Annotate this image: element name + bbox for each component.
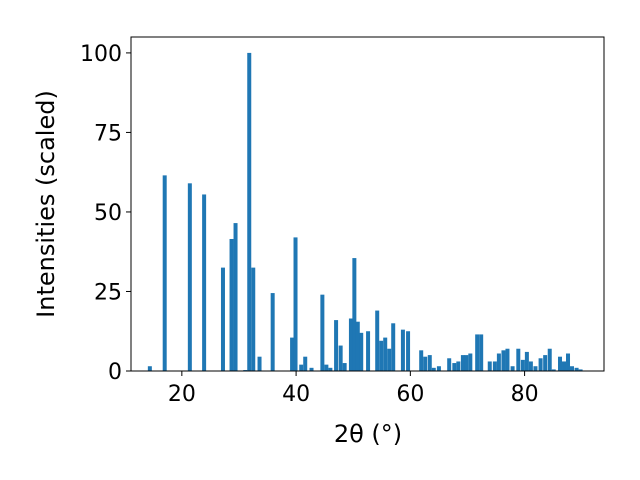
bar (551, 369, 556, 371)
bar (320, 294, 325, 371)
bar (379, 340, 384, 371)
bar (501, 350, 506, 371)
bar (334, 320, 339, 371)
bar (460, 355, 465, 371)
bar (229, 238, 234, 371)
y-tick-label: 0 (108, 360, 122, 385)
bar (270, 293, 275, 371)
bar (251, 267, 256, 371)
bar (233, 223, 238, 371)
bar (487, 361, 492, 371)
y-tick-label: 75 (94, 121, 122, 146)
bar (162, 175, 167, 371)
y-axis-label: Intensities (scaled) (32, 90, 60, 318)
bar (355, 321, 360, 371)
x-axis-ticks: 20 40 60 80 (168, 371, 539, 407)
x-axis-label: 2θ (°) (334, 420, 402, 448)
bars-layer (147, 52, 583, 372)
bar (247, 52, 252, 372)
bar (578, 369, 583, 371)
bar (496, 353, 501, 371)
bar (427, 355, 432, 371)
bar (468, 353, 473, 371)
bar (290, 337, 295, 371)
x-tick-label: 60 (396, 382, 424, 407)
bar (528, 361, 533, 371)
bar (479, 334, 484, 371)
bar (387, 348, 392, 371)
bar (257, 356, 262, 371)
bar (359, 332, 364, 371)
bar (562, 361, 567, 371)
bar (187, 183, 192, 371)
bar (431, 367, 436, 371)
y-tick-label: 100 (80, 42, 122, 67)
bar (452, 363, 457, 371)
bar (147, 366, 152, 371)
bar (456, 361, 461, 371)
bar (352, 258, 357, 371)
bar (383, 337, 388, 371)
bar (505, 348, 510, 371)
bar (574, 367, 579, 371)
plot-frame (130, 36, 605, 372)
bar (309, 367, 314, 371)
bar (510, 366, 515, 371)
bar (423, 356, 428, 371)
bar (391, 323, 396, 371)
bar (342, 363, 347, 371)
bar (475, 334, 480, 371)
bar (220, 267, 225, 371)
bar (464, 355, 469, 371)
bar (558, 356, 563, 371)
bar (328, 367, 333, 371)
x-tick-label: 40 (282, 382, 310, 407)
bar (543, 355, 548, 371)
x-tick-label: 20 (168, 382, 196, 407)
bar (436, 366, 441, 371)
bar (338, 345, 343, 371)
y-tick-label: 50 (94, 201, 122, 226)
bar (538, 358, 543, 371)
bar (570, 366, 575, 371)
bar (202, 194, 207, 371)
bar (324, 364, 329, 371)
bar (366, 331, 371, 371)
x-tick-label: 80 (511, 382, 539, 407)
bar (375, 310, 380, 371)
bar (293, 237, 298, 371)
bar (524, 351, 529, 371)
y-tick-label: 25 (94, 280, 122, 305)
bar (492, 361, 497, 371)
bar (516, 348, 521, 371)
bar (419, 350, 424, 371)
bar (400, 329, 405, 371)
bar (533, 366, 538, 371)
bar (303, 356, 308, 371)
bar (547, 348, 552, 371)
y-axis-ticks: 0 25 50 75 100 (80, 42, 131, 385)
bar (299, 364, 304, 371)
bar (406, 331, 411, 371)
bar (566, 353, 571, 371)
bar (447, 358, 452, 371)
bar (520, 359, 525, 371)
bar (348, 318, 353, 371)
